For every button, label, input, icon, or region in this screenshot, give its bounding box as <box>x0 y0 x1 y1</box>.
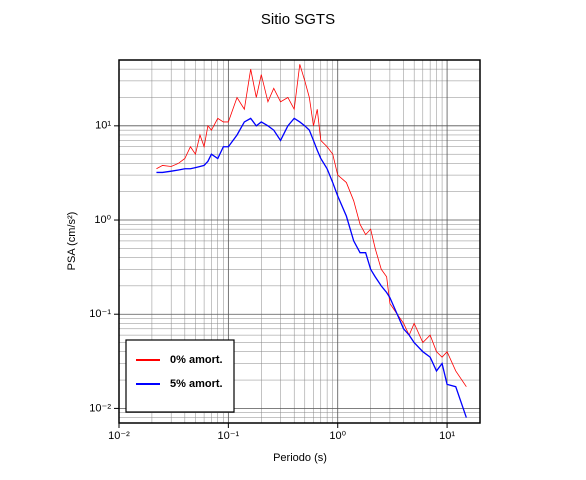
y-tick-label: 10⁻² <box>89 402 111 414</box>
legend-box <box>125 339 235 413</box>
legend-label: 5% amort. <box>170 378 223 390</box>
x-tick-label: 10⁻² <box>108 430 130 442</box>
data-line <box>156 64 467 387</box>
data-line <box>156 117 467 418</box>
y-tick-label: 10¹ <box>95 120 111 132</box>
y-axis-label: PSA (cm/s²) <box>66 212 78 271</box>
plot-frame <box>118 59 481 424</box>
x-axis-label: Periodo (s) <box>273 452 327 464</box>
y-tick-label: 10⁻¹ <box>89 308 111 320</box>
x-tick-label: 10⁻¹ <box>218 430 240 442</box>
legend-label: 0% amort. <box>170 354 223 366</box>
x-tick-label: 10⁰ <box>329 430 346 442</box>
x-tick-label: 10¹ <box>439 430 455 442</box>
chart-title: Sitio SGTS <box>261 11 335 28</box>
y-tick-label: 10⁰ <box>94 214 111 226</box>
